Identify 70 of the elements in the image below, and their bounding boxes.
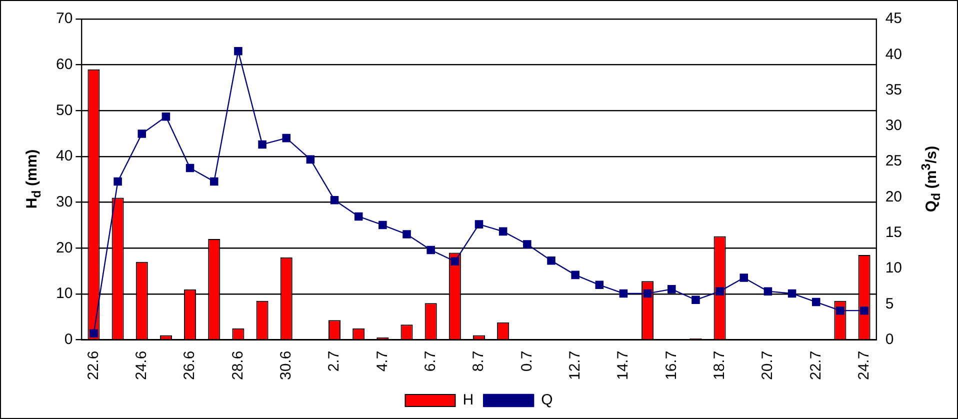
point — [402, 230, 411, 238]
point — [523, 240, 532, 248]
point — [306, 155, 315, 164]
y2-tick-label: 5 — [885, 295, 894, 312]
y-tick-label: 70 — [56, 10, 73, 28]
y-tick-label: 20 — [56, 239, 73, 256]
point — [210, 177, 218, 186]
legend-label: Q — [541, 392, 553, 409]
point — [595, 280, 604, 290]
y-tick-label: 0 — [64, 330, 73, 348]
point — [234, 46, 242, 56]
point — [354, 212, 363, 221]
point — [860, 306, 868, 315]
x-tick-label: 14.7 — [614, 350, 632, 380]
y-tick-label: 30 — [56, 193, 73, 210]
point — [186, 164, 194, 172]
point — [426, 246, 435, 254]
y2-tick-label: 15 — [885, 224, 902, 242]
y2-tick-label: 25 — [885, 152, 902, 170]
x-tick-label: 26.6 — [181, 350, 198, 380]
point — [330, 196, 339, 204]
point — [716, 287, 724, 296]
x-tick-label: 22.6 — [84, 350, 102, 380]
x-tick-label: 18.7 — [710, 350, 728, 380]
y2-tick-label: 30 — [885, 117, 902, 134]
point — [764, 287, 772, 296]
point — [378, 220, 387, 230]
y2-tick-label: 0 — [885, 330, 894, 348]
point — [668, 285, 676, 294]
point — [836, 306, 844, 315]
point — [450, 257, 460, 266]
point — [114, 177, 122, 186]
y2-tick-label: 45 — [885, 10, 902, 28]
point — [619, 289, 628, 298]
point — [571, 270, 580, 280]
x-tick-label: 20.7 — [759, 350, 776, 380]
point — [258, 140, 266, 149]
point — [812, 298, 820, 306]
point — [547, 256, 556, 265]
point — [282, 134, 290, 142]
point — [498, 227, 508, 236]
x-tick-label: 2.7 — [326, 350, 343, 372]
y-tick-label: 60 — [56, 56, 73, 73]
x-tick-label: 0.7 — [518, 350, 536, 372]
y-tick-label: 40 — [56, 148, 73, 165]
x-tick-label: 24.6 — [133, 350, 150, 380]
point — [788, 289, 796, 298]
y-tick-label: 10 — [56, 285, 73, 302]
point — [740, 274, 748, 282]
x-tick-label: 28.6 — [229, 350, 246, 380]
point — [138, 130, 146, 138]
y2-tick-label: 20 — [885, 188, 902, 206]
x-tick-label: 4.7 — [374, 350, 391, 372]
x-tick-label: 16.7 — [662, 350, 680, 380]
point — [692, 296, 700, 304]
point — [90, 329, 98, 338]
x-tick-label: 8.7 — [470, 350, 488, 372]
y2-tick-label: 10 — [885, 260, 902, 277]
x-tick-label: 12.7 — [566, 350, 584, 380]
x-tick-label: 22.7 — [807, 350, 824, 380]
y2-tick-label: 40 — [885, 46, 902, 63]
x-tick-label: 30.6 — [278, 350, 295, 380]
y2-tick-label: 35 — [885, 81, 902, 98]
point — [474, 220, 484, 228]
x-tick-label: 6.7 — [422, 350, 439, 372]
x-tick-label: 24.7 — [855, 350, 872, 380]
legend-label: H — [462, 392, 474, 409]
y-tick-label: 50 — [56, 102, 73, 119]
point — [643, 289, 652, 298]
point — [162, 112, 170, 121]
